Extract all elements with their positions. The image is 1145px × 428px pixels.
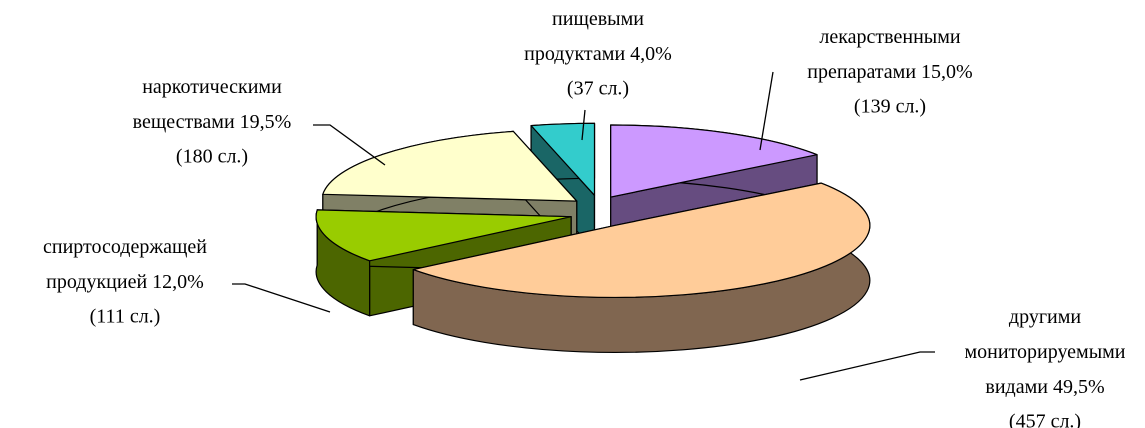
label: другими bbox=[1009, 306, 1081, 328]
labels: лекарственными препаратами 15,0% (139 сл.) д… bbox=[43, 8, 1126, 428]
category-label: мониторируемыми bbox=[964, 341, 1125, 363]
count-label: (180 сл.) bbox=[176, 146, 248, 168]
label: продуктами 4,0% bbox=[524, 43, 672, 65]
category-label: наркотическими bbox=[142, 76, 282, 98]
slice bbox=[530, 122, 596, 196]
value-label: 49,5% bbox=[1053, 376, 1105, 398]
slice bbox=[610, 124, 818, 198]
label: продукцией 12,0% bbox=[46, 271, 204, 293]
pie bbox=[315, 122, 871, 354]
category-label: веществами bbox=[133, 111, 235, 133]
count-label: (37 сл.) bbox=[567, 78, 629, 100]
count-label: (111 сл.) bbox=[90, 306, 161, 328]
slice bbox=[322, 130, 578, 202]
label: препаратами 15,0% bbox=[807, 61, 972, 83]
category-label: пищевыми bbox=[552, 8, 644, 30]
leader-line bbox=[313, 124, 386, 166]
label: спиртосодержащей bbox=[43, 236, 207, 258]
count-label: (139 сл.) bbox=[854, 96, 926, 118]
slice bbox=[315, 209, 572, 262]
label: мониторируемыми bbox=[964, 341, 1125, 363]
slice bbox=[412, 182, 871, 299]
category-label: другими bbox=[1009, 306, 1081, 328]
count-label: (457 сл.) bbox=[1009, 411, 1081, 428]
leader-line bbox=[232, 283, 331, 313]
label: видами 49,5% bbox=[985, 376, 1104, 398]
leader-line bbox=[799, 351, 935, 381]
value-label: 15,0% bbox=[921, 61, 973, 83]
label: лекарственными bbox=[819, 26, 960, 48]
leader-line bbox=[581, 109, 586, 141]
category-label: спиртосодержащей bbox=[43, 236, 207, 258]
value-label: 12,0% bbox=[152, 271, 204, 293]
label: наркотическими bbox=[142, 76, 282, 98]
category-label: препаратами bbox=[807, 61, 916, 83]
value-label: 19,5% bbox=[240, 111, 292, 133]
category-label: продукцией bbox=[46, 271, 147, 293]
category-label: продуктами bbox=[524, 43, 625, 65]
label: пищевыми bbox=[552, 8, 644, 30]
leader-line bbox=[759, 71, 774, 151]
category-label: лекарственными bbox=[819, 26, 960, 48]
label: веществами 19,5% bbox=[133, 111, 292, 133]
value-label: 4,0% bbox=[630, 43, 672, 65]
category-label: видами bbox=[985, 376, 1048, 398]
